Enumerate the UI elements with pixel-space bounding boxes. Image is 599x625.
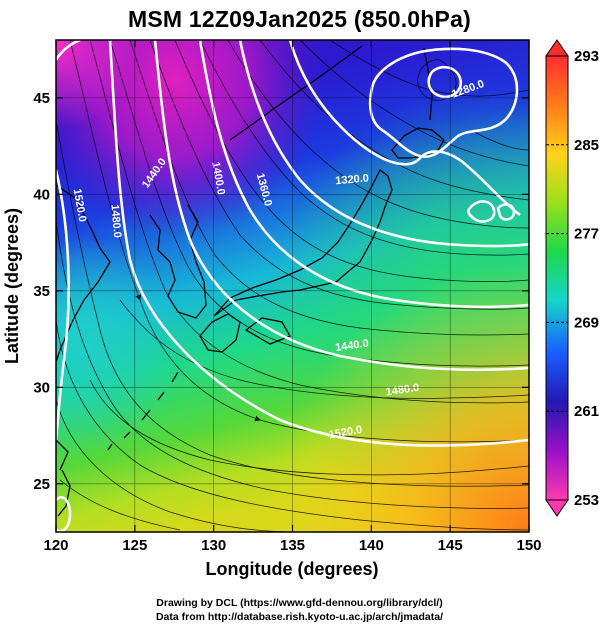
wind-streamlines	[56, 40, 529, 532]
colorbar-tick-label: 269	[574, 314, 599, 331]
lat-lon-grid	[56, 40, 529, 532]
map-title: MSM 12Z09Jan2025 (850.0hPa)	[128, 6, 471, 32]
x-tick-label: 150	[516, 537, 541, 554]
x-tick-label: 140	[359, 537, 384, 554]
y-tick-label: 45	[33, 90, 50, 107]
contour-label: 1320.0	[335, 172, 370, 187]
colorbar-tick-label: 261	[574, 403, 599, 420]
colorbar-tick-label: 277	[574, 226, 599, 243]
colorbar: 293 285 277 269 261 253	[545, 39, 599, 517]
footer-credit-data: Data from http://database.rish.kyoto-u.a…	[155, 611, 444, 623]
x-tick-label: 125	[122, 537, 147, 554]
contour-label: 1440.0	[334, 337, 369, 354]
x-tick-label: 135	[280, 537, 305, 554]
colorbar-top-arrow	[545, 39, 569, 57]
height-contours	[56, 40, 529, 532]
y-tick-label: 40	[33, 186, 50, 203]
y-tick-label: 30	[33, 379, 50, 396]
y-axis-title: Latitude (degrees)	[2, 208, 22, 364]
x-tick-label: 130	[201, 537, 226, 554]
colorbar-bottom-arrow	[545, 499, 569, 517]
colorbar-gradient	[545, 55, 569, 501]
footer-credit-dcl: Drawing by DCL (https://www.gfd-dennou.o…	[156, 597, 443, 609]
x-axis-title: Longitude (degrees)	[205, 559, 378, 579]
x-axis-ticks: 120 125 130 135 140 145 150	[43, 40, 542, 554]
y-tick-label: 25	[33, 476, 50, 493]
colorbar-tick-label: 293	[574, 48, 599, 65]
contour-label: 1520.0	[71, 188, 89, 223]
y-axis-ticks: 25 30 35 40 45	[33, 90, 529, 493]
contour-label: 1520.0	[328, 424, 363, 442]
colorbar-tick-label: 253	[574, 492, 599, 509]
x-tick-label: 120	[43, 537, 68, 554]
x-tick-label: 145	[438, 537, 463, 554]
contour-label: 1480.0	[108, 204, 123, 239]
colorbar-tick-label: 285	[574, 137, 599, 154]
contour-label: 1480.0	[385, 382, 420, 399]
colorbar-ticks: 293 285 277 269 261 253	[546, 48, 599, 509]
y-tick-label: 35	[33, 283, 50, 300]
